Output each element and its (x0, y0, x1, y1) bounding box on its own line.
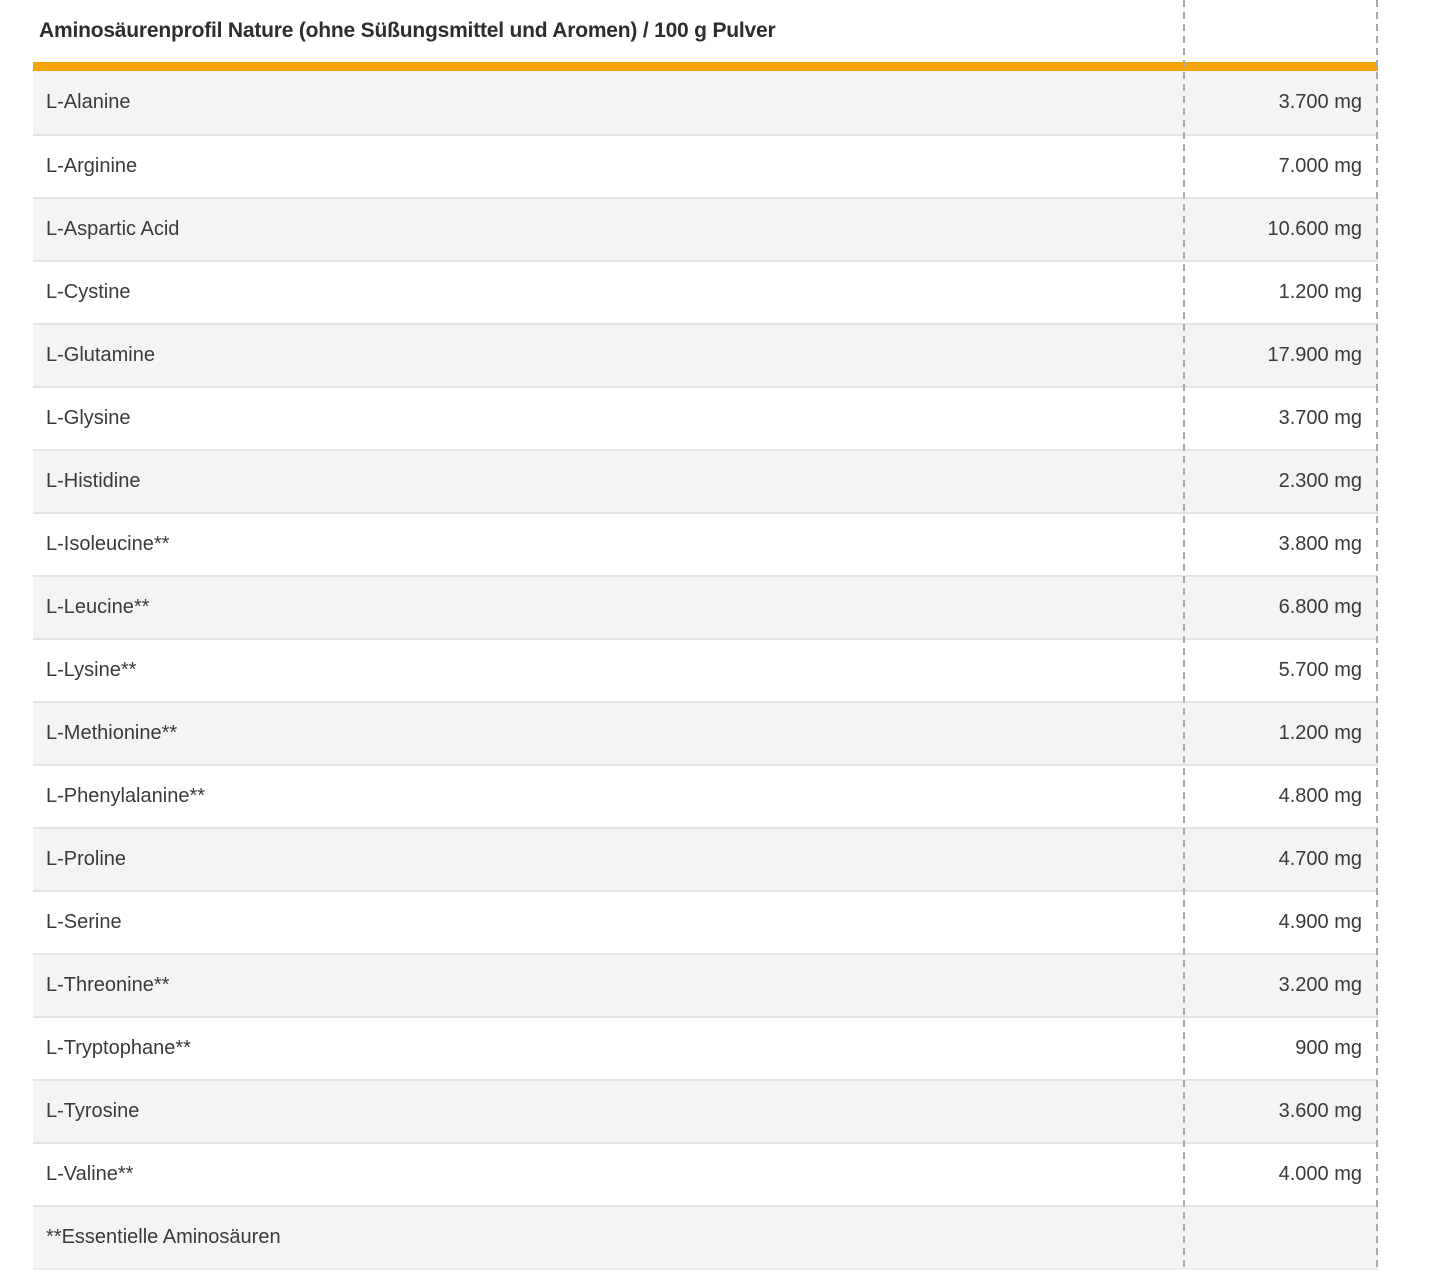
amino-acid-name: L-Alanine (46, 91, 131, 113)
table-row: L-Aspartic Acid 10.600 mg (33, 197, 1378, 260)
amino-acid-name: L-Glysine (46, 407, 131, 429)
amino-acid-amount: 900 mg (1295, 1037, 1362, 1059)
amino-acid-amount: 17.900 mg (1267, 344, 1362, 366)
table-row: L-Methionine** 1.200 mg (33, 701, 1378, 764)
table-row: L-Serine 4.900 mg (33, 890, 1378, 953)
table-row: L-Histidine 2.300 mg (33, 449, 1378, 512)
amino-acid-name: L-Isoleucine** (46, 533, 170, 555)
amino-acid-name: L-Phenylalanine** (46, 785, 206, 807)
amino-acid-profile-table: Aminosäurenprofil Nature (ohne Süßungsmi… (33, 0, 1378, 1270)
amino-acid-name: L-Cystine (46, 281, 131, 303)
amino-acid-name: **Essentielle Aminosäuren (46, 1226, 281, 1248)
amino-acid-name: L-Aspartic Acid (46, 218, 180, 240)
amino-acid-name: L-Tyrosine (46, 1100, 140, 1122)
table-row: L-Glysine 3.700 mg (33, 386, 1378, 449)
amino-acid-amount: 4.000 mg (1278, 1163, 1362, 1185)
amino-acid-amount: 3.800 mg (1278, 533, 1362, 555)
table-row: L-Tyrosine 3.600 mg (33, 1079, 1378, 1142)
table-row: **Essentielle Aminosäuren (33, 1205, 1378, 1268)
table-row: L-Threonine** 3.200 mg (33, 953, 1378, 1016)
amino-acid-amount: 4.800 mg (1278, 785, 1362, 807)
amino-acid-amount: 3.200 mg (1278, 974, 1362, 996)
table-title: Aminosäurenprofil Nature (ohne Süßungsmi… (39, 19, 776, 42)
amino-acid-amount: 4.900 mg (1278, 911, 1362, 933)
accent-bar (33, 62, 1378, 71)
amino-acid-amount: 6.800 mg (1278, 596, 1362, 618)
amino-acid-name: L-Threonine** (46, 974, 170, 996)
amino-acid-name: L-Valine** (46, 1163, 134, 1185)
amino-acid-amount: 3.700 mg (1278, 407, 1362, 429)
table-row: L-Leucine** 6.800 mg (33, 575, 1378, 638)
amino-acid-name: L-Methionine** (46, 722, 178, 744)
table-row: L-Valine** 4.000 mg (33, 1142, 1378, 1205)
amino-acid-amount: 2.300 mg (1278, 470, 1362, 492)
amino-acid-amount: 1.200 mg (1278, 281, 1362, 303)
table-row: L-Lysine** 5.700 mg (33, 638, 1378, 701)
amino-acid-name: L-Proline (46, 848, 127, 870)
amino-acid-name: L-Histidine (46, 470, 141, 492)
table-row: L-Isoleucine** 3.800 mg (33, 512, 1378, 575)
table-row: L-Arginine 7.000 mg (33, 134, 1378, 197)
amino-acid-name: L-Lysine** (46, 659, 137, 681)
amino-acid-name: L-Tryptophane** (46, 1037, 191, 1059)
table-row: L-Alanine 3.700 mg (33, 71, 1378, 134)
table-row: L-Proline 4.700 mg (33, 827, 1378, 890)
amino-acid-amount: 10.600 mg (1267, 218, 1362, 240)
table-header-row: Aminosäurenprofil Nature (ohne Süßungsmi… (33, 0, 1378, 62)
amino-acid-amount: 3.600 mg (1278, 1100, 1362, 1122)
table-row: L-Glutamine 17.900 mg (33, 323, 1378, 386)
amino-acid-amount: 4.700 mg (1278, 848, 1362, 870)
amino-acid-name: L-Glutamine (46, 344, 155, 366)
amino-acid-name: L-Leucine** (46, 596, 150, 618)
amino-acid-amount: 7.000 mg (1278, 155, 1362, 177)
amino-acid-amount: 1.200 mg (1278, 722, 1362, 744)
table-row: L-Phenylalanine** 4.800 mg (33, 764, 1378, 827)
amino-acid-name: L-Arginine (46, 155, 138, 177)
amino-acid-amount: 5.700 mg (1278, 659, 1362, 681)
table-body: L-Alanine 3.700 mg L-Arginine 7.000 mg L-Asp… (33, 71, 1378, 1270)
table-row: L-Cystine 1.200 mg (33, 260, 1378, 323)
amino-acid-amount: 3.700 mg (1278, 91, 1362, 113)
amino-acid-name: L-Serine (46, 911, 122, 933)
table-row: L-Tryptophane** 900 mg (33, 1016, 1378, 1079)
